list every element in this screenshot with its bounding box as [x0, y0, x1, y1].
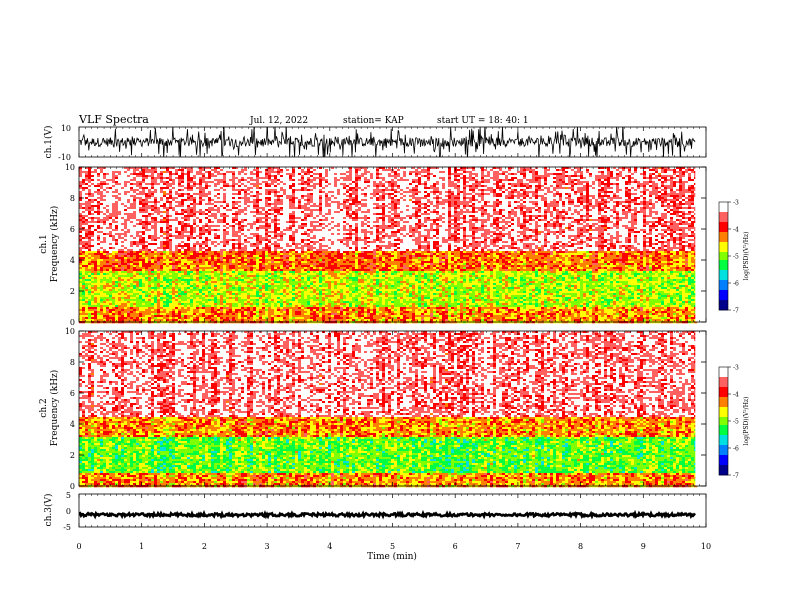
ch2-spectrogram-ylabel-channel: ch.2: [39, 398, 49, 417]
colorbar-tick-label: -4: [733, 392, 739, 399]
ch3-waveform-panel: 5 0 -5 ch.3(V): [43, 491, 706, 532]
ch1-spectrogram-panel: 0 2 4 6 8 10 ch.1 Frequency (kHz) -3 -4 -5 -6 -7 l…: [39, 163, 750, 327]
colorbar-tick-label: -7: [733, 473, 739, 480]
figure-title: VLF Spectra: [78, 113, 149, 126]
station-label: station= KAP: [343, 116, 404, 126]
colorbar-tick-label: -3: [733, 365, 739, 372]
colorbar-tick-label: -4: [733, 227, 739, 234]
ch2-spectrogram-image: [79, 331, 706, 487]
ch3-waveform-trace: [79, 513, 695, 516]
colorbar-tick-label: -3: [733, 200, 739, 207]
ch3-waveform-frame: [79, 494, 706, 527]
ch1-ytick-bottom: -10: [58, 153, 71, 162]
frequency-tick-label: 0: [70, 318, 75, 327]
frequency-tick-label: 6: [70, 225, 75, 234]
frequency-tick-label: 2: [70, 451, 75, 460]
ch1-waveform-trace: [79, 123, 695, 161]
time-tick-label: 2: [202, 542, 207, 551]
ch1-spectrogram-ylabel-channel: ch.1: [39, 234, 49, 253]
date-label: Jul. 12, 2022: [249, 116, 308, 126]
colorbar-tick-label: -7: [733, 308, 739, 315]
ch1-spectrogram-image: [79, 167, 706, 323]
x-axis-label: Time (min): [367, 551, 417, 562]
time-tick-label: 10: [701, 542, 711, 551]
start-time-label: start UT = 18: 40: 1: [437, 116, 529, 126]
frequency-tick-label: 4: [70, 256, 75, 265]
frequency-tick-label: 6: [70, 389, 75, 398]
time-tick-label: 9: [641, 542, 646, 551]
frequency-tick-label: 2: [70, 287, 75, 296]
time-tick-label: 3: [265, 542, 270, 551]
ch1-ytick-top: 10: [61, 124, 71, 133]
frequency-tick-label: 10: [65, 327, 75, 336]
colorbar-label: log(PSD)(V²/Hz): [743, 232, 750, 281]
colorbar-label: log(PSD)(V²/Hz): [743, 397, 750, 446]
ch1-waveform-ylabel: ch.1(V): [43, 126, 54, 159]
frequency-tick-label: 8: [70, 194, 75, 203]
time-tick-label: 8: [578, 542, 583, 551]
time-tick-label: 7: [515, 542, 520, 551]
frequency-tick-label: 4: [70, 420, 75, 429]
ch3-ytick-bottom: -5: [63, 523, 71, 532]
colorbar-tick-label: -6: [733, 281, 739, 288]
colorbar-tick-label: -5: [733, 419, 739, 426]
ch3-ytick-mid: 0: [66, 507, 71, 516]
colorbar-tick-label: -5: [733, 254, 739, 261]
time-tick-label: 5: [390, 542, 395, 551]
ch3-waveform-ylabel: ch.3(V): [43, 494, 54, 527]
time-tick-label: 4: [327, 542, 332, 551]
ch1-waveform-panel: 10 -10 ch.1(V): [43, 123, 706, 162]
frequency-tick-label: 8: [70, 358, 75, 367]
ch3-ytick-top: 5: [66, 491, 71, 500]
ch2-spectrogram-ylabel-freq: Frequency (kHz): [49, 370, 60, 447]
time-tick-label: 6: [453, 542, 458, 551]
colorbar-tick-label: -6: [733, 446, 739, 453]
frequency-tick-label: 0: [70, 482, 75, 491]
ch1-spectrogram-ylabel-freq: Frequency (kHz): [49, 206, 60, 283]
ch2-spectrogram-panel: 0 2 4 6 8 10 ch.2 Frequency (kHz) -3 -4 -5 -6 -7 l…: [39, 327, 750, 491]
time-tick-label: 1: [139, 542, 144, 551]
time-tick-label: 0: [76, 542, 81, 551]
frequency-tick-label: 10: [65, 163, 75, 172]
